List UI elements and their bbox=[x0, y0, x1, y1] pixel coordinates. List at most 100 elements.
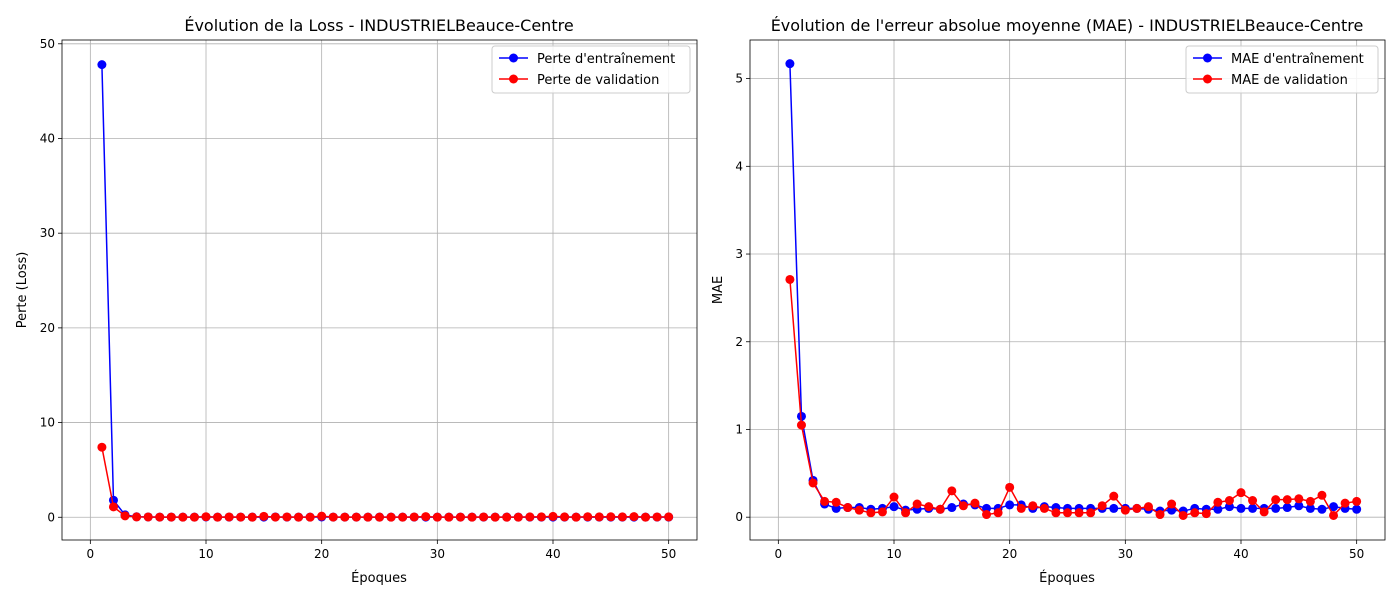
mae-validation-point bbox=[831, 497, 841, 507]
mae-chart-panel: Évolution de l'erreur absolue moyenne (M… bbox=[711, 16, 1386, 586]
loss-validation-point bbox=[386, 512, 396, 522]
mae-y-tick-label: 5 bbox=[735, 72, 743, 86]
mae-validation-point bbox=[1282, 495, 1292, 505]
mae-legend-train-marker bbox=[1203, 53, 1212, 63]
mae-validation-point bbox=[1005, 482, 1015, 492]
loss-validation-point bbox=[132, 512, 142, 522]
mae-train-point bbox=[1271, 503, 1281, 513]
loss-validation-point bbox=[617, 512, 627, 522]
mae-validation-point bbox=[935, 504, 945, 514]
mae-validation-series-line bbox=[789, 279, 1357, 517]
loss-validation-point bbox=[583, 512, 593, 522]
mae-validation-point bbox=[993, 508, 1003, 518]
loss-x-tick-label: 30 bbox=[430, 547, 445, 561]
mae-x-tick-label: 20 bbox=[1002, 547, 1017, 561]
loss-validation-series-line bbox=[101, 447, 669, 518]
loss-validation-point bbox=[317, 511, 327, 521]
mae-train-point bbox=[947, 503, 957, 513]
loss-validation-point bbox=[455, 512, 465, 522]
loss-validation-point bbox=[224, 512, 234, 522]
mae-validation-point bbox=[1224, 496, 1234, 506]
loss-x-tick-label: 10 bbox=[198, 547, 213, 561]
mae-train-point bbox=[1329, 502, 1339, 512]
loss-x-tick-label: 20 bbox=[314, 547, 329, 561]
loss-validation-point bbox=[108, 502, 118, 512]
mae-chart-title: Évolution de l'erreur absolue moyenne (M… bbox=[771, 16, 1364, 35]
mae-validation-point bbox=[889, 492, 899, 502]
loss-validation-point bbox=[398, 512, 408, 522]
mae-validation-point bbox=[1039, 503, 1049, 513]
mae-train-point bbox=[1305, 503, 1315, 513]
mae-validation-point bbox=[912, 499, 922, 509]
loss-validation-point bbox=[363, 512, 373, 522]
mae-validation-point bbox=[958, 501, 968, 511]
mae-validation-point bbox=[1167, 499, 1177, 509]
mae-validation-point bbox=[1063, 508, 1072, 518]
loss-validation-point bbox=[236, 512, 246, 522]
loss-y-tick-label: 50 bbox=[40, 37, 55, 51]
mae-train-point bbox=[1352, 504, 1362, 514]
loss-validation-point bbox=[629, 512, 639, 522]
loss-validation-point bbox=[421, 512, 431, 522]
loss-y-axis-label: Perte (Loss) bbox=[15, 252, 30, 329]
loss-validation-point bbox=[201, 512, 211, 522]
mae-validation-point bbox=[1051, 508, 1061, 518]
mae-validation-point bbox=[1190, 508, 1200, 518]
loss-train-point bbox=[97, 60, 107, 70]
mae-y-tick-label: 1 bbox=[735, 422, 743, 436]
loss-validation-point bbox=[502, 512, 512, 522]
loss-validation-point bbox=[351, 512, 361, 522]
mae-x-axis-label: Époques bbox=[1039, 570, 1095, 586]
loss-validation-point bbox=[513, 512, 523, 522]
loss-legend-validation-label: Perte de validation bbox=[537, 73, 659, 88]
mae-train-point bbox=[1294, 501, 1304, 511]
mae-validation-point bbox=[1178, 510, 1188, 520]
loss-y-tick-label: 0 bbox=[47, 510, 55, 524]
mae-validation-point bbox=[796, 420, 806, 430]
mae-validation-point bbox=[1248, 496, 1258, 506]
loss-validation-point bbox=[479, 512, 489, 522]
mae-validation-point bbox=[1352, 496, 1362, 506]
mae-legend: MAE d'entraînement MAE de validation bbox=[1185, 45, 1379, 94]
loss-plot-layer: 0 10 20 30 40 50 0 10 20 30 40 50 bbox=[40, 37, 698, 561]
mae-validation-point bbox=[877, 507, 887, 517]
loss-y-tick-label: 30 bbox=[40, 226, 55, 240]
mae-plot-layer: 0 10 20 30 40 50 0 1 2 3 4 5 bbox=[735, 39, 1386, 561]
mae-validation-point bbox=[808, 478, 818, 488]
loss-legend-train-marker bbox=[509, 53, 518, 63]
mae-validation-point bbox=[1120, 505, 1130, 515]
loss-legend: Perte d'entraînement Perte de validation bbox=[491, 45, 691, 94]
mae-train-point bbox=[1213, 504, 1223, 514]
mae-validation-point bbox=[947, 486, 957, 496]
loss-y-tick-label: 40 bbox=[40, 131, 55, 145]
loss-validation-point bbox=[213, 512, 223, 522]
mae-validation-point bbox=[1317, 490, 1327, 500]
loss-legend-box bbox=[491, 45, 691, 94]
loss-validation-point bbox=[120, 511, 130, 521]
loss-validation-point bbox=[664, 512, 674, 522]
mae-train-point bbox=[889, 502, 899, 512]
loss-validation-point bbox=[143, 512, 153, 522]
mae-train-point bbox=[1248, 503, 1258, 513]
mae-train-point bbox=[1005, 500, 1015, 510]
mae-x-tick-label: 10 bbox=[886, 547, 901, 561]
mae-validation-point bbox=[1155, 510, 1165, 520]
mae-y-tick-label: 4 bbox=[735, 159, 743, 173]
mae-plot-frame bbox=[749, 39, 1386, 541]
loss-x-axis-label: Époques bbox=[351, 570, 407, 586]
loss-validation-point bbox=[594, 512, 604, 522]
mae-x-tick-label: 30 bbox=[1118, 547, 1133, 561]
mae-validation-point bbox=[982, 510, 992, 520]
loss-x-tick-label: 0 bbox=[87, 547, 95, 561]
mae-x-tick-label: 0 bbox=[775, 547, 783, 561]
mae-y-tick-label: 0 bbox=[735, 510, 743, 524]
loss-validation-point bbox=[97, 442, 107, 452]
mae-validation-point bbox=[1132, 503, 1142, 513]
mae-train-series-line bbox=[789, 63, 1357, 512]
loss-validation-point bbox=[536, 512, 546, 522]
mae-y-tick-label: 2 bbox=[735, 335, 743, 349]
mae-legend-validation-marker bbox=[1203, 74, 1212, 84]
mae-validation-point bbox=[924, 502, 934, 512]
mae-validation-point bbox=[970, 498, 980, 508]
mae-validation-point bbox=[1016, 503, 1026, 513]
